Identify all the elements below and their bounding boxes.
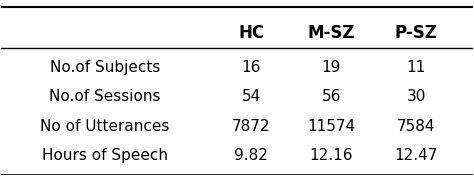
Text: No.of Sessions: No.of Sessions	[49, 89, 161, 104]
Text: 56: 56	[321, 89, 341, 104]
Text: 12.16: 12.16	[310, 148, 353, 163]
Text: 9.82: 9.82	[234, 148, 268, 163]
Text: No of Utterances: No of Utterances	[40, 119, 170, 134]
Text: 16: 16	[241, 60, 261, 75]
Text: Hours of Speech: Hours of Speech	[42, 148, 168, 163]
Text: 11: 11	[406, 60, 426, 75]
Text: 7584: 7584	[397, 119, 435, 134]
Text: 12.47: 12.47	[394, 148, 438, 163]
Text: No.of Subjects: No.of Subjects	[50, 60, 160, 75]
Text: HC: HC	[238, 24, 264, 42]
Text: P-SZ: P-SZ	[395, 24, 438, 42]
Text: 30: 30	[406, 89, 426, 104]
Text: 19: 19	[321, 60, 341, 75]
Text: M-SZ: M-SZ	[308, 24, 355, 42]
Text: 54: 54	[242, 89, 261, 104]
Text: 11574: 11574	[307, 119, 356, 134]
Text: 7872: 7872	[232, 119, 270, 134]
